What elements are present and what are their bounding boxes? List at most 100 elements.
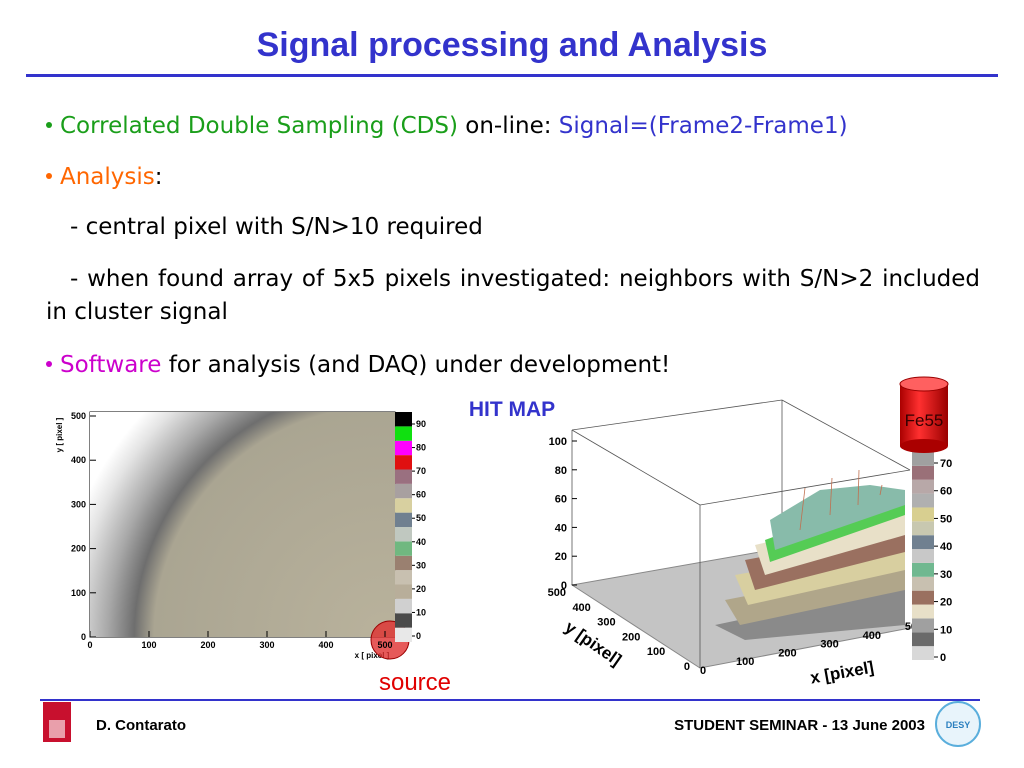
- surface: [715, 469, 905, 640]
- y-tick-label: 0: [684, 661, 690, 673]
- colorbar-tick-label: 40: [940, 541, 952, 553]
- z-tick-label: 60: [555, 494, 567, 506]
- colorbar-tick-label: 0: [940, 652, 946, 664]
- z-tick-label: 20: [555, 551, 567, 563]
- colorbar-cell: [912, 549, 934, 563]
- colorbar-tick-label: 60: [940, 486, 952, 498]
- colorbar-cell: [912, 618, 934, 633]
- colorbar-tick-label: 50: [416, 513, 426, 523]
- colorbar-cell: [395, 555, 412, 571]
- bullet-text: Analysis: [60, 164, 155, 190]
- colorbar-cell: [912, 507, 934, 522]
- source-label: Fe55: [905, 411, 944, 430]
- colorbar-cell: [395, 469, 412, 484]
- x-tick-label: 500: [377, 640, 392, 650]
- x-tick-label: 200: [778, 647, 796, 659]
- left-plot: y [ pixel ] x [ pixel ] source 0 100 200 30…: [55, 411, 451, 696]
- y-tick-label: 100: [71, 588, 86, 598]
- z-tick-label: 40: [555, 522, 567, 534]
- source-cylinder-bottom: [900, 439, 948, 453]
- x-tick-label: 0: [87, 640, 92, 650]
- colorbar-cell: [395, 598, 412, 614]
- title-rule: [26, 74, 998, 77]
- y-tick-label: 500: [71, 411, 86, 421]
- colorbar-tick-label: 90: [416, 419, 426, 429]
- colorbar-cell: [912, 632, 934, 647]
- z-tick-label: 80: [555, 465, 567, 477]
- colorbar-cell: [395, 527, 412, 542]
- colorbar-cell: [912, 479, 934, 494]
- hit-density: [90, 412, 395, 637]
- bullet-text: Signal=(Frame2-Frame1): [558, 113, 848, 139]
- x-tick-label: 200: [200, 640, 215, 650]
- footer-event: STUDENT SEMINAR - 13 June 2003: [674, 717, 925, 734]
- colorbar-tick-label: 10: [940, 624, 952, 636]
- colorbar-tick-label: 40: [416, 537, 426, 547]
- right-logo-text: DESY: [946, 720, 971, 730]
- colorbar-tick-label: 0: [416, 631, 421, 641]
- source-cylinder: [900, 384, 948, 446]
- hit-map-label: HIT MAP: [469, 398, 555, 421]
- footer: D. Contarato STUDENT SEMINAR - 13 June 2…: [40, 699, 981, 747]
- x-tick-label: 0: [700, 665, 706, 677]
- footer-author: D. Contarato: [96, 717, 186, 734]
- y-tick-label: 0: [81, 632, 86, 642]
- bullet: Software for analysis (and DAQ) under de…: [46, 349, 980, 382]
- colorbar-cell: [395, 440, 412, 456]
- x-tick-label: 300: [259, 640, 274, 650]
- bullet-text: :: [154, 164, 163, 190]
- bullet-text: - central pixel with S/N>10 required: [70, 214, 483, 240]
- bullet-text: for analysis (and DAQ) under development…: [168, 352, 671, 378]
- colorbar-cell: [395, 541, 412, 556]
- colorbar-cell: [912, 452, 934, 466]
- colorbar-tick-label: 70: [940, 458, 952, 470]
- y-tick-label: 200: [622, 631, 640, 643]
- colorbar-tick-label: 80: [416, 443, 426, 453]
- z-tick-label: 100: [549, 436, 567, 448]
- y-tick-label: 400: [572, 602, 590, 614]
- colorbar-cell: [912, 465, 934, 480]
- y-tick-label: 200: [71, 544, 86, 554]
- box-lines: [571, 399, 911, 668]
- y-tick-label: 300: [71, 499, 86, 509]
- x-tick-label: 400: [318, 640, 333, 650]
- colorbar-cell: [395, 584, 412, 599]
- colorbar-tick-label: 20: [416, 584, 426, 594]
- y-tick-label: 100: [647, 646, 665, 658]
- bullet: Correlated Double Sampling (CDS) on-line…: [46, 110, 980, 143]
- colorbar-tick-label: 30: [416, 560, 426, 570]
- colorbar-tick-label: 50: [940, 513, 952, 525]
- colorbar-tick-label: 20: [940, 597, 952, 609]
- y-axis-label: y [ pixel ]: [55, 417, 64, 452]
- bullet-text: Software: [60, 352, 162, 378]
- colorbar-cell: [912, 646, 934, 660]
- colorbar-cell: [912, 590, 934, 605]
- colorbar-cell: [912, 535, 934, 550]
- colorbar-cell: [395, 570, 412, 585]
- x-axis-label: x [pixel]: [809, 658, 876, 688]
- x-tick-label: 400: [863, 630, 881, 642]
- colorbar-tick-label: 30: [940, 569, 952, 581]
- z-tick-label: 0: [561, 580, 567, 592]
- x-tick-label: 300: [820, 639, 838, 651]
- y-tick-label: 500: [548, 587, 566, 599]
- source-label: source: [379, 669, 451, 696]
- colorbar-cell: [395, 512, 412, 527]
- left-logo-mark: [49, 720, 65, 738]
- colorbar-cell: [395, 613, 412, 628]
- colorbar-cell: [395, 627, 412, 642]
- bullet-text: Correlated Double Sampling (CDS): [60, 113, 458, 139]
- bullet-text: on-line:: [465, 113, 552, 139]
- slide-title: Signal processing and Analysis: [256, 26, 768, 64]
- colorbar-cell: [912, 521, 934, 536]
- right-logo: [935, 701, 981, 747]
- colorbar-cell: [395, 483, 412, 499]
- colorbar-cell: [395, 412, 412, 427]
- x-axis-label: x [ pixel ]: [355, 651, 390, 660]
- colorbar-cell: [912, 493, 934, 508]
- source-cylinder-top: [899, 376, 949, 392]
- colorbar-cell: [912, 604, 934, 619]
- colorbar-cell: [395, 455, 412, 470]
